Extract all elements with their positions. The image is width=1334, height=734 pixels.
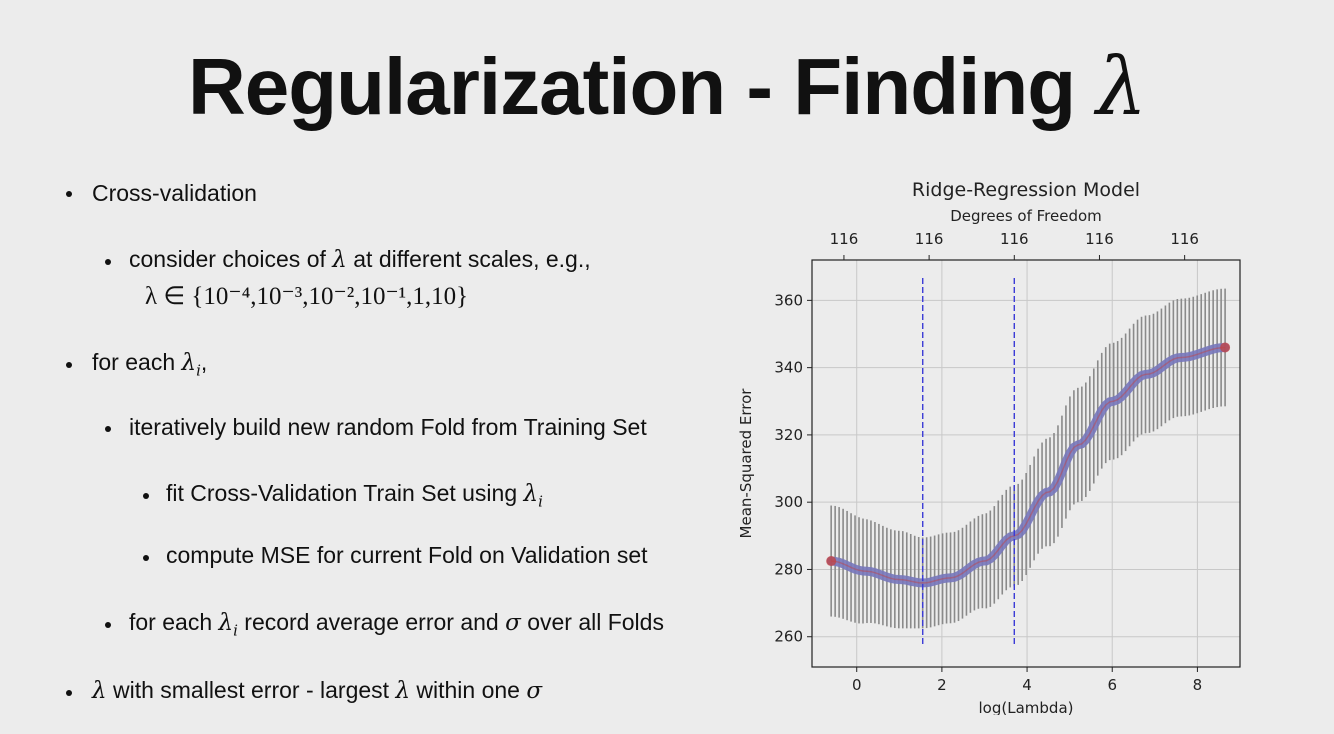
sigma-symbol: σ (526, 678, 543, 704)
lambda-symbol: λ (92, 678, 107, 704)
data-point (826, 556, 837, 567)
bullet-build-fold: iteratively build new random Fold from T… (129, 414, 647, 440)
mean-line (826, 343, 1230, 588)
top-tick-label: 116 (1170, 230, 1199, 248)
text: consider choices of (129, 246, 326, 272)
x-tick-label: 2 (937, 676, 947, 694)
y-tick-label: 340 (774, 359, 803, 377)
ridge-regression-chart: 0 2 4 6 8 260 280 300 320 340 360 116 116 116 116 116 Ri… (737, 179, 1241, 715)
x-tick-label: 0 (852, 676, 862, 694)
subscript: i (538, 492, 543, 511)
bullet-dot (143, 555, 149, 561)
top-axis-label: Degrees of Freedom (950, 207, 1102, 225)
data-point (1220, 342, 1231, 353)
top-tick-label: 116 (1085, 230, 1114, 248)
subscript: i (196, 361, 201, 380)
top-tick-label: 116 (1000, 230, 1029, 248)
bullet-dot (66, 191, 72, 197)
x-tick-label: 6 (1107, 676, 1117, 694)
bullet-list: Cross-validation consider choices of λ a… (66, 180, 664, 704)
lambda-symbol: λ (218, 610, 234, 636)
plot-background (812, 260, 1240, 667)
top-tick-label: 116 (915, 230, 944, 248)
plot-frame (811, 259, 1241, 668)
bullet-dot (105, 426, 111, 432)
bullet-dot (66, 690, 72, 696)
text: for each (129, 609, 213, 635)
x-tick-label: 4 (1022, 676, 1032, 694)
bullet-consider-choices: consider choices of λ at different scale… (129, 246, 591, 273)
bullet-compute-mse: compute MSE for current Fold on Validati… (166, 542, 648, 568)
text: for each (92, 349, 176, 375)
text: within one (416, 677, 520, 703)
y-tick-label: 320 (774, 426, 803, 444)
bullet-cross-validation: Cross-validation (92, 180, 257, 206)
text: with smallest error - largest (112, 677, 390, 703)
bullet-smallest-error: λ with smallest error - largest λ within… (92, 677, 542, 704)
bullet-fit-train: fit Cross-Validation Train Set using λi (166, 480, 543, 511)
lambda-symbol: λ (523, 481, 539, 507)
title-lambda: λ (1096, 40, 1147, 133)
text: at different scales, e.g., (353, 246, 591, 272)
y-tick-label: 280 (774, 560, 803, 578)
y-tick-label: 260 (774, 628, 803, 646)
text: record average error and (244, 609, 499, 635)
bullet-record-error: for each λi record average error and σ o… (129, 609, 664, 640)
bullet-dot (105, 259, 111, 265)
mean-points-trace (831, 346, 1226, 584)
title-text: Regularization - Finding (188, 42, 1076, 131)
slide-title: Regularization - Finding λ (0, 40, 1334, 133)
lambda-symbol: λ (181, 350, 197, 376)
sigma-symbol: σ (505, 610, 521, 636)
bullet-dot (143, 493, 149, 499)
lambda-set: λ ∈ {10⁻⁴,10⁻³,10⁻²,10⁻¹,1,10} (145, 283, 469, 310)
subscript: i (233, 621, 238, 640)
text: fit Cross-Validation Train Set using (166, 480, 518, 506)
y-tick-label: 300 (774, 493, 803, 511)
x-tick-label: 8 (1193, 676, 1203, 694)
bullet-dot (105, 622, 111, 628)
text: over all Folds (527, 609, 664, 635)
x-axis-label: log(Lambda) (979, 699, 1074, 715)
text: , (200, 349, 208, 375)
chart-title: Ridge-Regression Model (912, 179, 1140, 201)
bullet-dot (66, 362, 72, 368)
top-tick-label: 116 (830, 230, 859, 248)
lambda-symbol: λ (395, 678, 411, 704)
y-axis-label: Mean-Squared Error (737, 388, 755, 539)
bullet-for-each-lambda: for each λi, (92, 349, 207, 380)
y-tick-label: 360 (774, 291, 803, 309)
lambda-symbol: λ (332, 247, 347, 273)
